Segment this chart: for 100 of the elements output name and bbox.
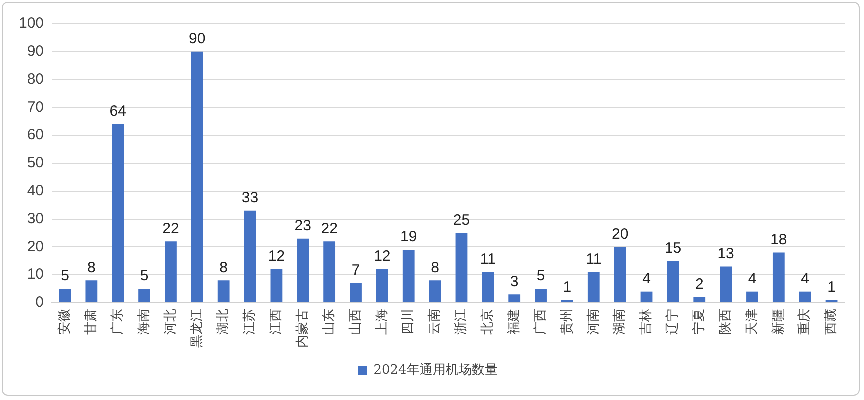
bar xyxy=(508,294,521,302)
bar xyxy=(772,252,785,302)
bar xyxy=(694,297,706,302)
data-label: 5 xyxy=(140,268,149,285)
x-tick-label: 江苏 xyxy=(242,309,258,335)
x-tick-label: 黑龙江 xyxy=(190,309,205,348)
bar xyxy=(244,210,256,302)
y-tick-label: 100 xyxy=(18,15,44,32)
bar xyxy=(402,250,415,302)
x-tick-label: 吉林 xyxy=(639,309,654,335)
y-tick-label: 70 xyxy=(27,98,44,116)
data-label: 23 xyxy=(294,217,312,234)
data-label: 90 xyxy=(189,30,206,48)
x-tick-label: 宁夏 xyxy=(690,309,707,335)
bar xyxy=(350,283,362,302)
x-tick-label: 山东 xyxy=(322,309,337,335)
data-label: 25 xyxy=(453,212,470,229)
data-label: 64 xyxy=(110,103,126,120)
x-tick-label: 福建 xyxy=(506,309,522,335)
data-label: 3 xyxy=(510,273,519,290)
x-tick-label: 四川 xyxy=(401,309,416,335)
y-tick-label: 80 xyxy=(27,70,44,88)
x-tick-label: 贵州 xyxy=(560,309,575,335)
x-tick-label: 西藏 xyxy=(824,309,840,335)
data-label: 4 xyxy=(801,270,810,288)
x-tick-label: 内蒙古 xyxy=(296,309,311,348)
x-tick-label: 湖北 xyxy=(216,309,232,335)
bar xyxy=(720,266,732,302)
data-label: 4 xyxy=(642,270,651,288)
bar xyxy=(165,242,177,302)
legend-label: 2024年通用机场数量 xyxy=(374,362,498,378)
x-tick-label: 陕西 xyxy=(718,309,734,335)
x-tick-label: 广东 xyxy=(110,309,126,335)
data-label: 19 xyxy=(400,228,418,246)
data-label: 11 xyxy=(480,250,496,268)
y-tick-label: 20 xyxy=(27,238,44,256)
y-tick-label: 0 xyxy=(36,294,44,312)
bar xyxy=(59,289,72,302)
bar xyxy=(376,270,388,302)
data-label: 2 xyxy=(695,276,704,294)
data-label: 7 xyxy=(352,262,360,280)
x-tick-label: 河北 xyxy=(163,309,178,335)
data-label: 1 xyxy=(828,278,836,296)
y-tick-label: 60 xyxy=(27,126,44,144)
x-tick-label: 浙江 xyxy=(454,309,470,335)
data-label: 1 xyxy=(563,278,572,296)
bar xyxy=(614,247,626,302)
data-label: 12 xyxy=(268,248,286,266)
data-label: 20 xyxy=(612,226,629,243)
bar xyxy=(640,292,653,302)
x-tick-label: 新疆 xyxy=(771,309,786,335)
bar xyxy=(799,292,812,302)
x-tick-label: 江西 xyxy=(269,309,284,335)
y-tick-label: 10 xyxy=(27,266,44,284)
x-tick-label: 上海 xyxy=(374,309,390,335)
bar xyxy=(297,238,310,302)
y-tick-label: 90 xyxy=(27,43,44,60)
bar xyxy=(324,242,336,302)
data-label: 22 xyxy=(321,220,338,238)
x-tick-label: 云南 xyxy=(428,309,443,335)
x-tick-label: 北京 xyxy=(480,309,496,335)
x-tick-label: 海南 xyxy=(136,309,152,335)
x-tick-label: 甘肃 xyxy=(84,309,100,335)
data-label: 8 xyxy=(431,259,440,276)
x-tick-label: 重庆 xyxy=(798,309,813,335)
x-tick-label: 湖南 xyxy=(612,309,628,335)
bar xyxy=(429,280,442,302)
data-label: 5 xyxy=(61,268,70,285)
data-label: 12 xyxy=(374,248,391,266)
data-label: 13 xyxy=(718,245,734,262)
x-tick-label: 天津 xyxy=(744,309,760,335)
x-tick-label: 安徽 xyxy=(56,309,73,335)
bar xyxy=(746,292,758,302)
y-tick-label: 50 xyxy=(27,154,44,172)
bar xyxy=(138,289,150,302)
bar xyxy=(456,233,468,302)
x-tick-label: 广西 xyxy=(533,309,548,335)
bar xyxy=(535,289,547,302)
y-tick-label: 30 xyxy=(27,210,44,228)
x-tick-label: 辽宁 xyxy=(664,309,681,335)
bar xyxy=(667,261,680,302)
data-label: 33 xyxy=(242,190,259,207)
data-label: 5 xyxy=(536,268,546,285)
bar xyxy=(270,270,283,302)
data-label: 22 xyxy=(162,220,180,238)
data-label: 15 xyxy=(664,240,682,257)
data-label: 11 xyxy=(586,250,602,268)
x-tick-label: 河南 xyxy=(586,309,602,335)
x-tick-label: 山西 xyxy=(348,309,364,335)
bar xyxy=(218,280,230,302)
bar xyxy=(112,124,124,302)
data-label: 4 xyxy=(748,270,757,288)
bar xyxy=(86,280,98,302)
data-label: 8 xyxy=(88,259,96,276)
bar xyxy=(482,272,494,302)
bar xyxy=(191,52,204,302)
y-tick-label: 40 xyxy=(27,182,44,200)
data-label: 8 xyxy=(220,259,228,276)
data-label: 18 xyxy=(770,231,788,248)
bar xyxy=(588,272,600,302)
